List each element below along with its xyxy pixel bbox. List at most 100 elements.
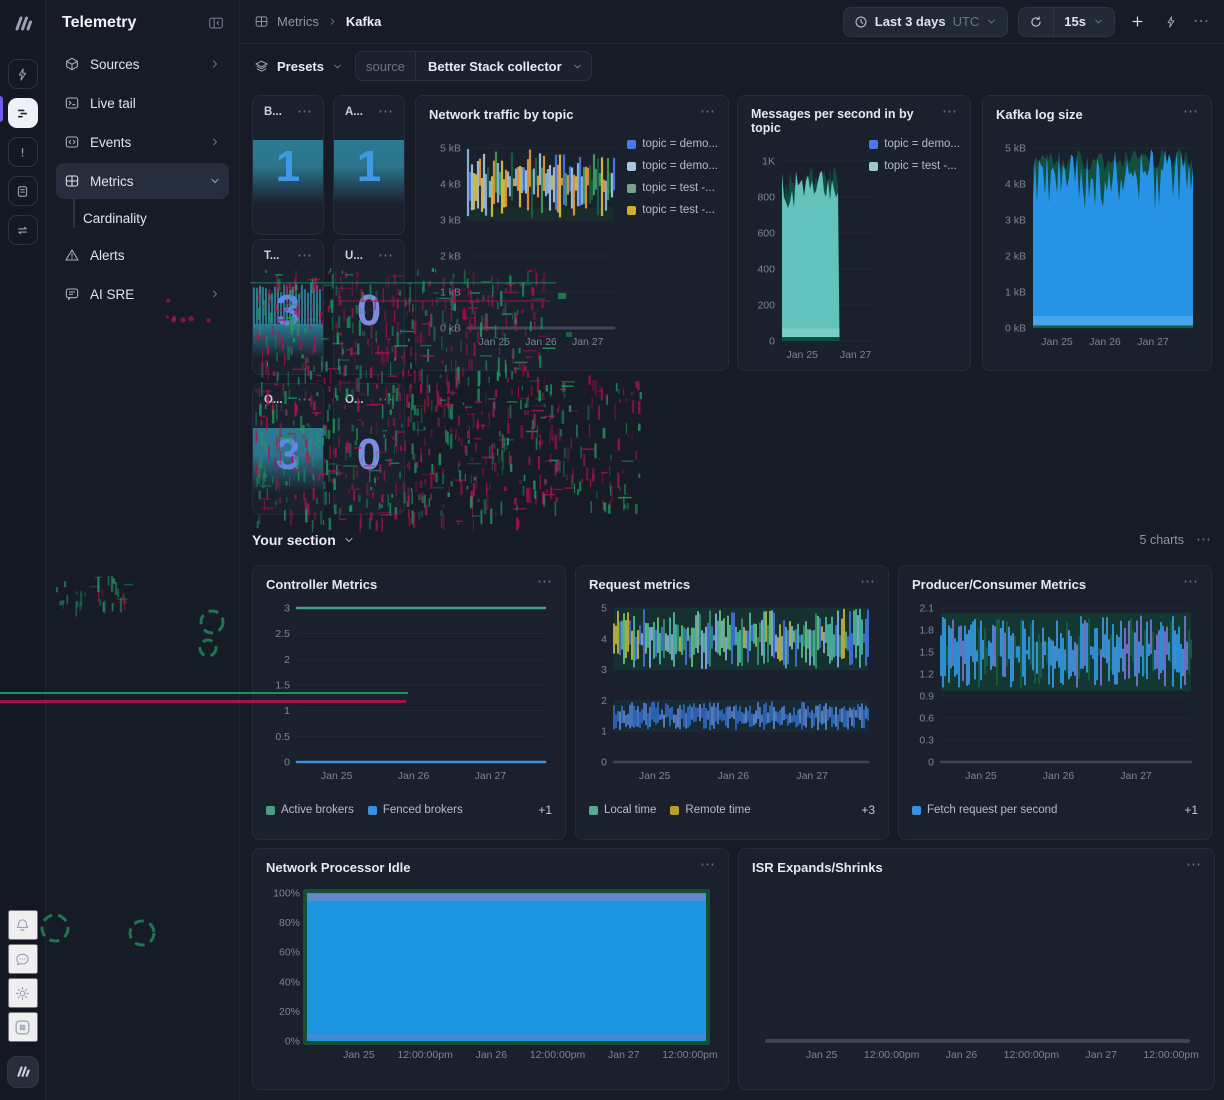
add-chart-button[interactable]	[1125, 10, 1149, 34]
card-menu-button[interactable]: ⋯	[297, 103, 313, 120]
card-menu-button[interactable]: ⋯	[1186, 856, 1202, 873]
legend-swatch	[869, 161, 879, 171]
svg-text:2 kB: 2 kB	[440, 251, 461, 263]
section-menu-button[interactable]: ⋯	[1196, 531, 1212, 548]
sidebar-item-metrics[interactable]: Metrics	[56, 163, 229, 199]
svg-text:Jan 26: Jan 26	[476, 1049, 508, 1061]
legend-item[interactable]: Local time	[589, 804, 656, 816]
breadcrumb-parent[interactable]: Metrics	[277, 14, 319, 29]
svg-text:12:00:00pm: 12:00:00pm	[530, 1049, 586, 1061]
chart-legend: topic = demo... topic = test -...	[869, 138, 960, 172]
stat-card[interactable]: O... ⋯ 0	[333, 383, 405, 515]
legend-item[interactable]: Active brokers	[266, 804, 354, 816]
svg-text:5: 5	[601, 603, 607, 615]
source-select[interactable]: source Better Stack collector	[354, 51, 592, 81]
svg-text:1K: 1K	[762, 156, 775, 168]
legend-item[interactable]: Fetch request per second	[912, 804, 1057, 816]
svg-text:Jan 26: Jan 26	[1043, 770, 1075, 782]
presets-button[interactable]: Presets	[254, 59, 343, 74]
legend-overflow-count: +3	[861, 803, 875, 817]
card-menu-button[interactable]: ⋯	[860, 573, 876, 590]
card-menu-button[interactable]: ⋯	[1183, 103, 1199, 120]
card-menu-button[interactable]: ⋯	[1183, 573, 1199, 590]
svg-text:Jan 25: Jan 25	[965, 770, 997, 782]
svg-text:3: 3	[601, 664, 607, 676]
quick-bolt-button[interactable]	[1159, 10, 1183, 34]
refresh-interval-dropdown[interactable]: 15s	[1054, 8, 1114, 36]
svg-text:3 kB: 3 kB	[1005, 215, 1026, 227]
telemetry-logs-icon[interactable]	[7, 98, 38, 128]
refresh-button[interactable]	[1019, 8, 1053, 36]
card-menu-button[interactable]: ⋯	[700, 103, 716, 120]
legend-item[interactable]: topic = test -...	[627, 182, 718, 194]
chart-canvas: 0 0.3 0.6 0.9 1.2 1.5 1.8 2.1 Jan 25 Jan 26 Jan 27	[919, 603, 1193, 782]
legend-item[interactable]: topic = demo...	[627, 160, 718, 172]
sidebar-item-label: Cardinality	[83, 210, 147, 226]
svg-text:Jan 26: Jan 26	[718, 770, 750, 782]
svg-text:0.3: 0.3	[919, 735, 934, 747]
card-menu-button[interactable]: ⋯	[378, 391, 394, 408]
card-menu-button[interactable]: ⋯	[378, 103, 394, 120]
sidebar-item-alerts[interactable]: Alerts	[56, 237, 229, 273]
card-menu-button[interactable]: ⋯	[297, 391, 313, 408]
sidebar-collapse-icon[interactable]	[207, 14, 225, 32]
stat-title: O...	[345, 394, 364, 406]
workflows-icon[interactable]	[7, 215, 38, 245]
stat-card[interactable]: A... ⋯ 1	[333, 95, 405, 235]
card-menu-button[interactable]: ⋯	[537, 573, 553, 590]
svg-text:1 kB: 1 kB	[1005, 287, 1026, 299]
svg-text:Jan 25: Jan 25	[343, 1049, 375, 1061]
stat-card[interactable]: U... ⋯ 0	[333, 239, 405, 375]
clock-icon	[855, 16, 867, 27]
notifications-bell-icon[interactable]	[7, 910, 38, 940]
quick-actions-command-icon[interactable]	[7, 1012, 38, 1042]
legend-item[interactable]: Remote time	[670, 804, 751, 816]
legend-item[interactable]: topic = demo...	[869, 138, 960, 150]
card-menu-button[interactable]: ⋯	[700, 856, 716, 873]
chart-card-kafka-log-size: Kafka log size ⋯ 0 kB 1 kB 2 kB 3 kB 4 kB 5 kB…	[982, 95, 1212, 371]
uptime-bolt-icon[interactable]	[7, 59, 38, 89]
stat-value: 3	[275, 430, 301, 479]
sidebar-item-events[interactable]: Events	[56, 124, 229, 160]
account-avatar[interactable]	[6, 1056, 39, 1088]
section-toggle[interactable]: Your section	[252, 532, 355, 548]
chart-card-messages-in: Messages per second in by topic ⋯ 0 200 400…	[737, 95, 971, 371]
theme-sun-icon[interactable]	[7, 978, 38, 1008]
sidebar-item-ai-sre[interactable]: AI SRE	[56, 276, 229, 312]
metrics-grid-icon	[64, 173, 80, 189]
legend-item[interactable]: topic = test -...	[627, 204, 718, 216]
svg-text:Jan 27: Jan 27	[840, 349, 872, 361]
refresh-icon	[1031, 16, 1041, 27]
chevron-down-icon	[988, 19, 996, 24]
sidebar-item-sources[interactable]: Sources	[56, 46, 229, 82]
svg-text:12:00:00pm: 12:00:00pm	[864, 1049, 920, 1061]
legend-item[interactable]: Fenced brokers	[367, 804, 463, 816]
card-menu-button[interactable]: ⋯	[297, 247, 313, 264]
warning-triangle-icon	[64, 247, 80, 263]
status-pages-icon[interactable]	[7, 176, 38, 206]
svg-text:3 kB: 3 kB	[440, 215, 461, 227]
legend-item[interactable]: topic = demo...	[627, 138, 718, 150]
chart-canvas: 0 0.5 1 1.5 2 2.5 3 Jan 25 Jan 26 Jan 27	[275, 603, 547, 782]
incidents-alert-icon[interactable]	[7, 137, 38, 167]
svg-text:0: 0	[928, 757, 934, 769]
sidebar-item-live-tail[interactable]: Live tail	[56, 85, 229, 121]
sidebar-item-label: Sources	[90, 56, 140, 72]
chart-title: Controller Metrics	[266, 577, 378, 592]
stat-card[interactable]: T... ⋯ 3	[252, 239, 324, 375]
legend-item[interactable]: topic = test -...	[869, 160, 960, 172]
card-menu-button[interactable]: ⋯	[942, 103, 958, 120]
svg-text:4 kB: 4 kB	[1005, 179, 1026, 191]
stat-card[interactable]: O... ⋯ 3	[252, 383, 324, 515]
legend-swatch	[670, 805, 680, 815]
card-menu-button[interactable]: ⋯	[378, 247, 394, 264]
chart-card-controller-metrics: Controller Metrics ⋯ 0 0.5 1 1.5 2 2.5 3 Jan 25 J…	[252, 565, 566, 840]
sidebar-item-cardinality[interactable]: Cardinality	[56, 198, 229, 234]
topbar-more-button[interactable]: ⋯	[1193, 12, 1210, 30]
svg-text:12:00:00pm: 12:00:00pm	[397, 1049, 453, 1061]
time-range-button[interactable]: Last 3 days UTC	[842, 6, 1009, 37]
feedback-chat-icon[interactable]	[7, 944, 38, 974]
divider	[1053, 7, 1055, 36]
stat-card[interactable]: B... ⋯ 1	[252, 95, 324, 235]
breadcrumb-current: Kafka	[345, 14, 382, 29]
